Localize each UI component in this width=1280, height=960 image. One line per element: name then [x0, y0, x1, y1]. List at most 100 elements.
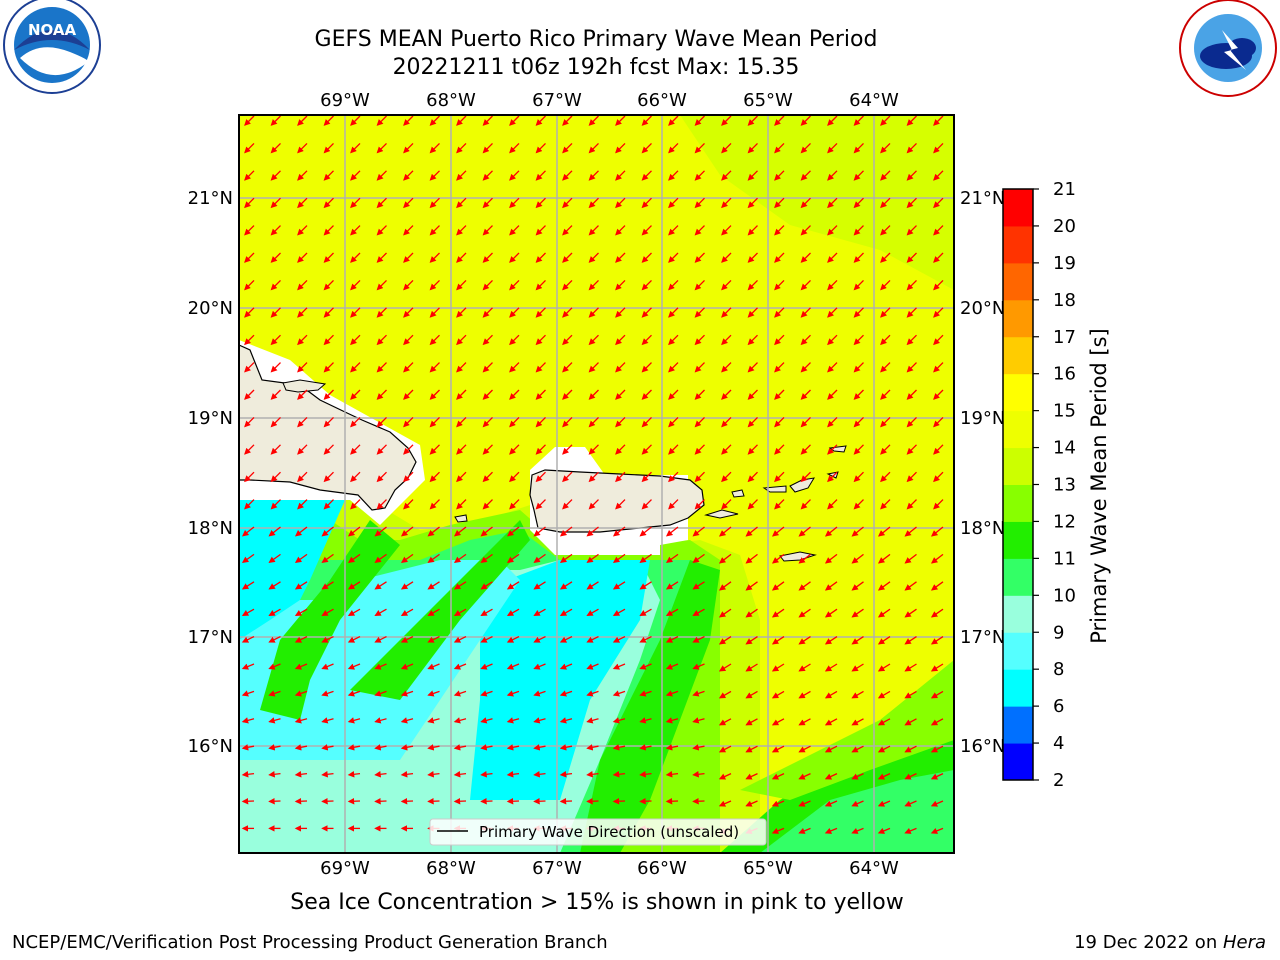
wave-arrow	[400, 717, 414, 724]
wave-arrow	[771, 526, 785, 537]
wave-arrow	[588, 499, 599, 510]
wave-arrow	[694, 416, 705, 428]
wave-arrow	[427, 744, 440, 751]
wave-arrow	[244, 362, 255, 373]
wave-arrow	[798, 690, 811, 699]
wave-arrow	[880, 362, 891, 373]
wave-arrow	[480, 636, 493, 643]
wave-arrow	[745, 718, 758, 726]
colorbar-tick-label: 15	[1053, 401, 1076, 422]
wave-arrow	[615, 362, 626, 373]
wave-arrow	[615, 334, 626, 346]
wave-arrow	[853, 279, 864, 291]
wave-arrow	[665, 771, 679, 778]
wave-arrow	[771, 773, 785, 780]
wave-arrow	[615, 142, 626, 154]
wave-arrow	[800, 334, 811, 346]
wave-arrow	[612, 663, 626, 670]
wave-arrow	[347, 608, 361, 617]
wave-arrow	[270, 416, 281, 428]
wave-arrow	[562, 142, 573, 154]
wave-arrow	[350, 115, 361, 126]
wave-arrow	[350, 279, 361, 291]
wave-arrow	[694, 279, 705, 291]
wave-arrow	[906, 279, 917, 291]
wave-arrow	[586, 717, 599, 724]
wave-arrow	[774, 252, 785, 263]
wave-arrow	[718, 636, 732, 645]
wave-arrow	[880, 252, 891, 263]
wave-arrow	[429, 279, 440, 291]
wave-arrow	[270, 362, 281, 373]
wave-arrow	[241, 526, 255, 537]
wave-arrow	[665, 608, 679, 617]
colorbar-bin	[1003, 521, 1033, 559]
wave-arrow	[376, 471, 387, 483]
wave-arrow	[270, 499, 281, 510]
wave-arrow	[904, 526, 917, 537]
wave-arrow	[456, 389, 467, 400]
lon-label-bottom: 66°W	[637, 858, 687, 879]
wave-arrow	[321, 553, 334, 564]
wave-arrow	[747, 115, 758, 126]
wave-arrow	[321, 717, 334, 724]
wave-arrow	[403, 115, 414, 126]
wave-arrow	[668, 362, 679, 373]
lon-label-top: 66°W	[637, 90, 687, 111]
wave-arrow	[297, 444, 308, 455]
wave-arrow	[350, 362, 361, 373]
wave-arrow	[559, 553, 573, 564]
wave-arrow	[718, 608, 732, 618]
wave-arrow	[827, 225, 838, 236]
wave-arrow	[588, 142, 599, 154]
wave-arrow	[535, 471, 546, 483]
colorbar-bin	[1003, 743, 1033, 781]
wave-arrow	[933, 444, 944, 455]
wave-arrow	[376, 389, 387, 400]
colorbar-bin	[1003, 484, 1033, 522]
wave-arrow	[350, 225, 361, 236]
wave-arrow	[244, 225, 255, 236]
wave-arrow	[297, 362, 308, 373]
wave-arrow	[403, 142, 414, 154]
wave-arrow	[588, 225, 599, 236]
wave-arrow	[774, 279, 785, 291]
wave-arrow	[586, 771, 599, 778]
wave-arrow	[323, 499, 334, 510]
wave-arrow	[641, 444, 652, 455]
wave-arrow	[429, 416, 440, 428]
wave-arrow	[559, 636, 573, 643]
wave-arrow	[482, 362, 493, 373]
colorbar-tick-label: 17	[1053, 327, 1076, 348]
wave-arrow	[562, 499, 573, 510]
wave-arrow	[877, 553, 891, 564]
wave-arrow	[456, 279, 467, 291]
wave-arrow	[771, 608, 785, 618]
wave-arrow	[480, 663, 493, 670]
wave-arrow	[297, 142, 308, 154]
wave-arrow	[347, 553, 361, 564]
wave-arrow	[721, 362, 732, 373]
wave-arrow	[374, 717, 387, 724]
wave-arrow	[771, 581, 785, 591]
wave-arrow	[509, 444, 520, 455]
wave-arrow	[562, 197, 573, 209]
wave-arrow	[350, 142, 361, 154]
wave-arrow	[374, 526, 387, 537]
wave-arrow	[453, 581, 467, 590]
lon-label-top: 68°W	[426, 90, 476, 111]
wave-arrow	[400, 581, 414, 590]
wave-arrow	[933, 197, 944, 209]
wave-arrow	[880, 197, 891, 209]
wave-arrow	[933, 225, 944, 236]
wave-arrow	[456, 471, 467, 483]
wave-arrow	[400, 608, 414, 617]
wave-arrow	[350, 499, 361, 510]
wave-arrow	[400, 636, 414, 643]
wave-arrow	[930, 663, 944, 672]
wave-arrow	[774, 389, 785, 400]
wave-arrow	[721, 142, 732, 154]
wave-arrow	[453, 744, 467, 751]
wave-arrow	[827, 362, 838, 373]
colorbar-tick-label: 4	[1053, 733, 1064, 754]
